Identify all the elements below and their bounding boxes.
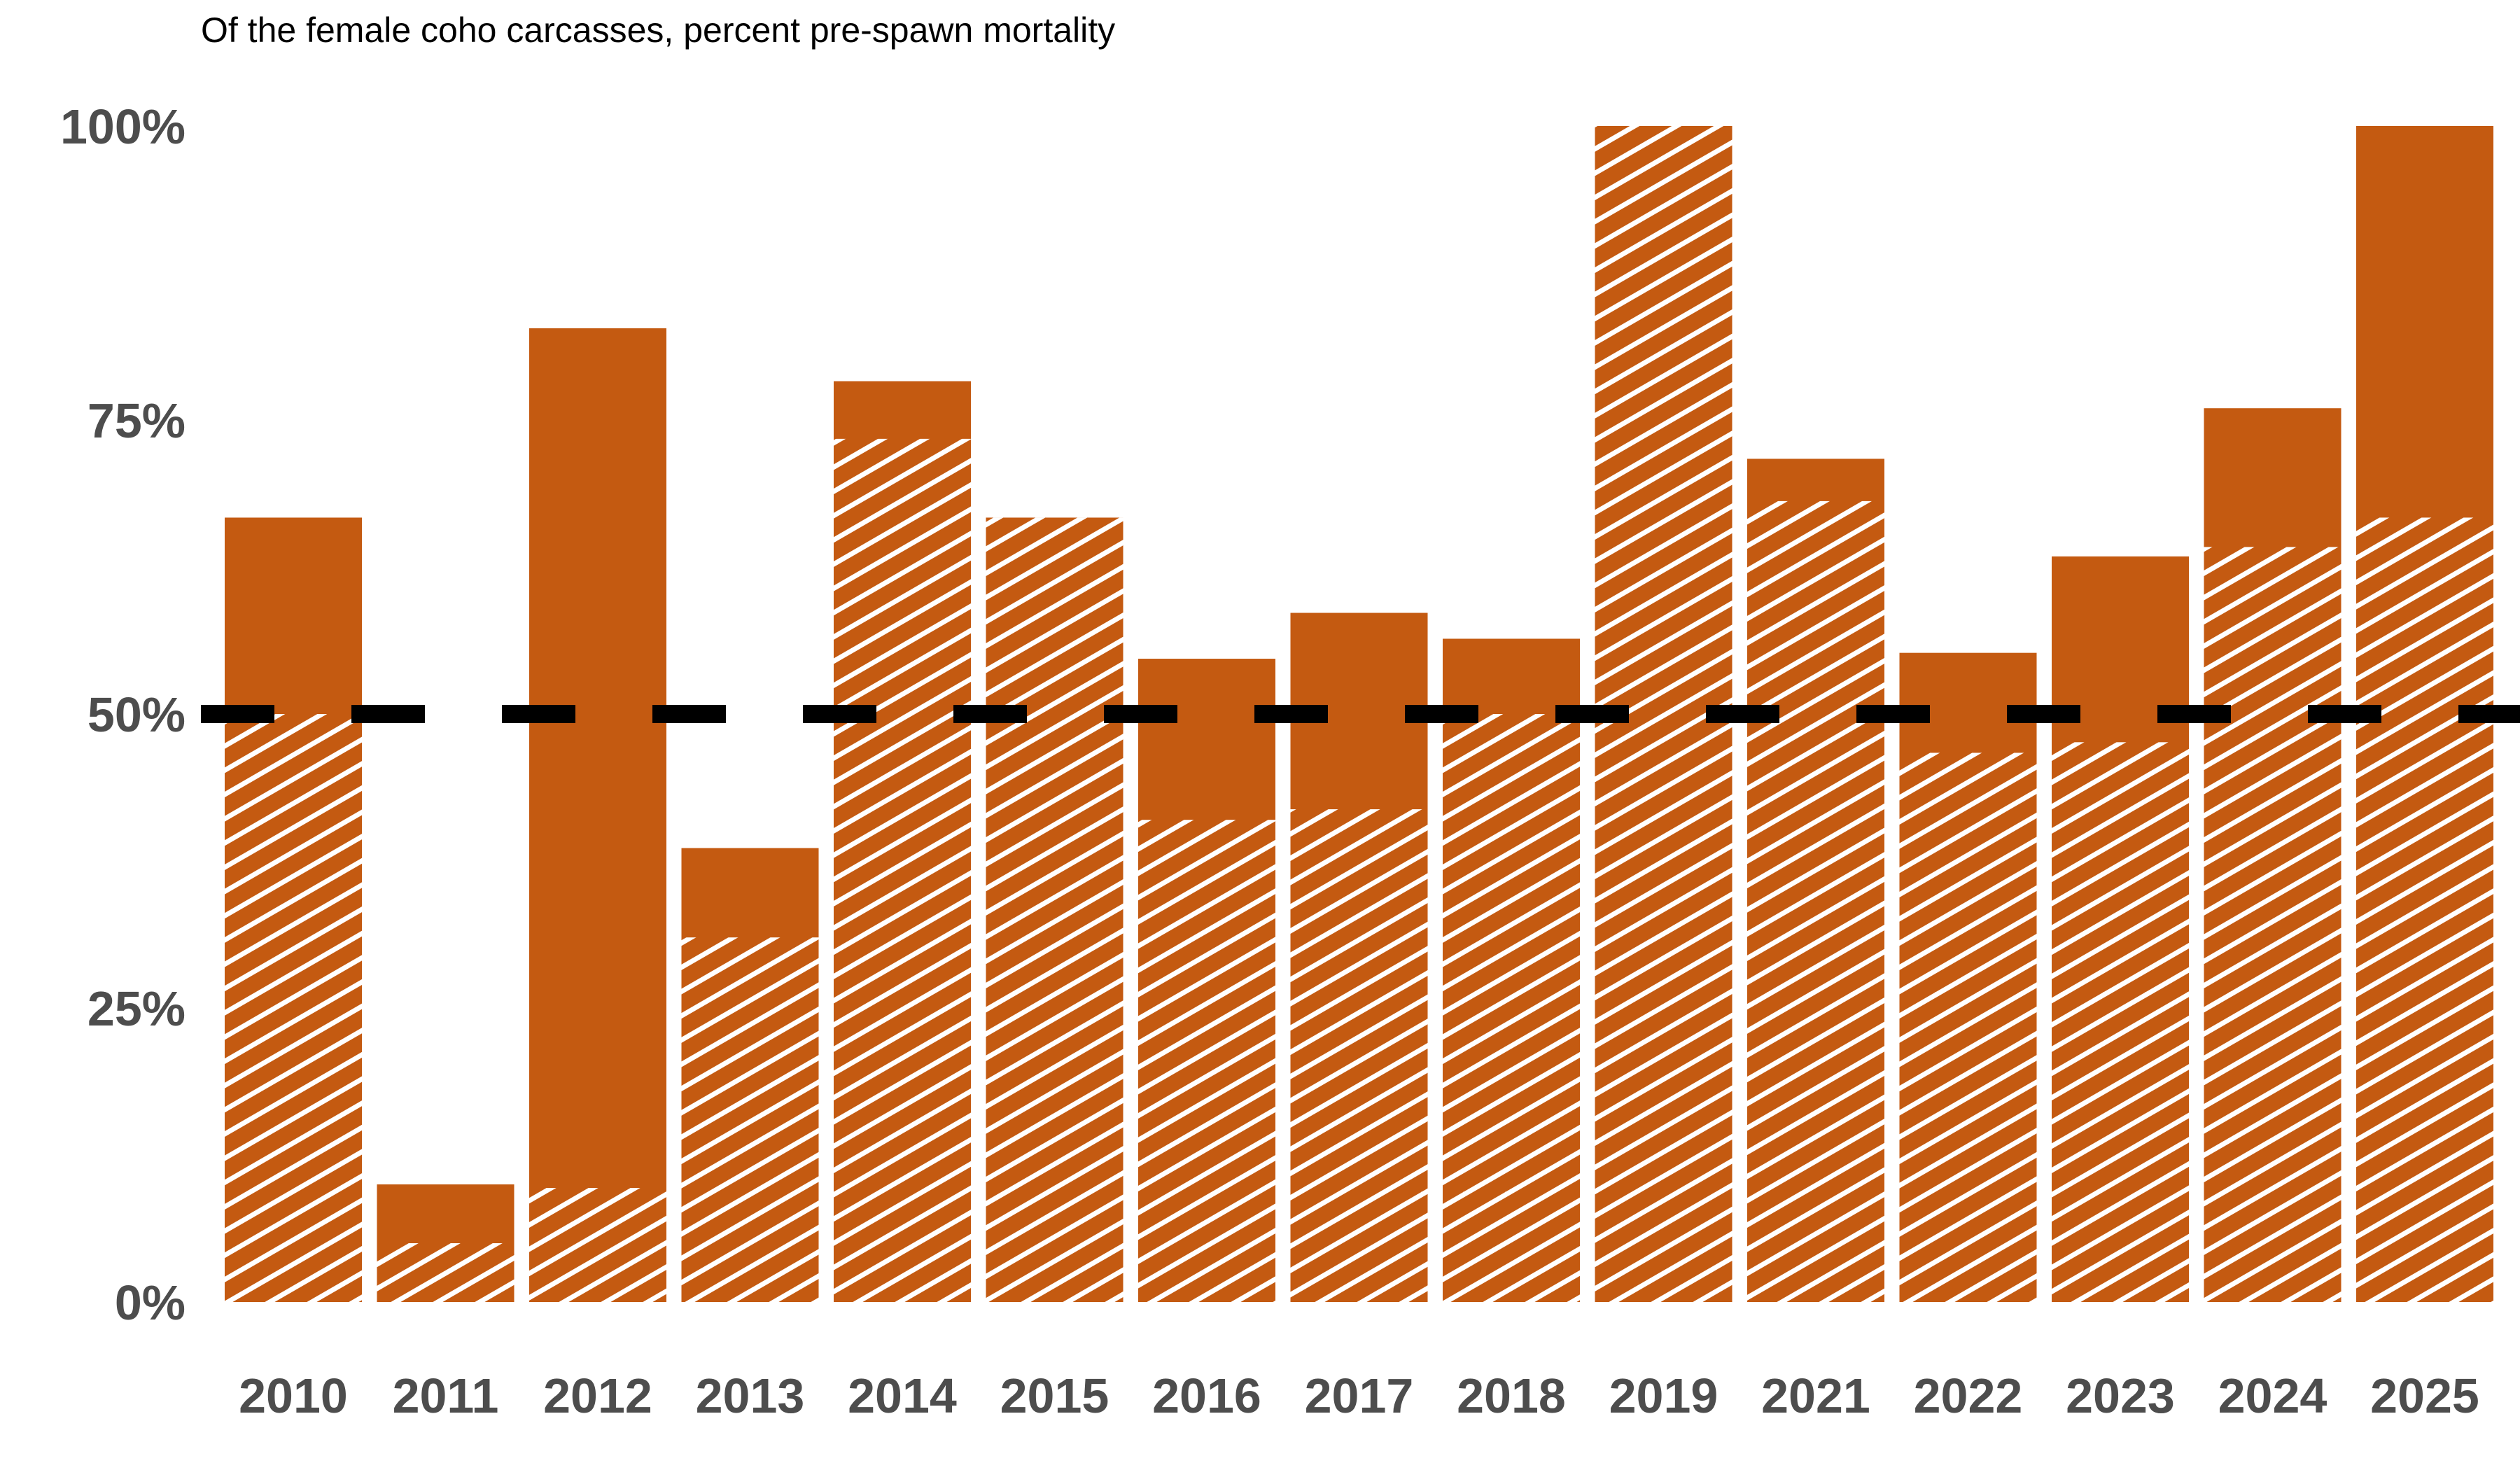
x-tick-label: 2016 bbox=[1152, 1368, 1261, 1423]
bar-group-2015 bbox=[986, 517, 1124, 1303]
bar-hatched-2011 bbox=[377, 1243, 514, 1302]
bar-hatched-2010 bbox=[225, 714, 362, 1302]
x-tick-label: 2017 bbox=[1305, 1368, 1414, 1423]
bar-group-2018 bbox=[1443, 638, 1580, 1302]
bar-group-2010 bbox=[225, 517, 362, 1303]
x-tick-label: 2019 bbox=[1609, 1368, 1718, 1423]
bar-hatched-2024 bbox=[2204, 547, 2342, 1303]
x-tick-label: 2022 bbox=[1914, 1368, 2023, 1423]
y-tick-label: 0% bbox=[115, 1275, 186, 1330]
x-tick-label: 2014 bbox=[848, 1368, 957, 1423]
bar-group-2014 bbox=[834, 381, 971, 1302]
y-tick-label: 25% bbox=[88, 981, 186, 1036]
x-tick-label: 2021 bbox=[1761, 1368, 1870, 1423]
y-tick-label: 100% bbox=[60, 99, 186, 154]
bar-group-2011 bbox=[377, 1184, 514, 1302]
bar-hatched-2018 bbox=[1443, 714, 1580, 1302]
bar-group-2013 bbox=[681, 848, 819, 1302]
bar-hatched-2023 bbox=[2052, 742, 2189, 1302]
bar-group-2023 bbox=[2052, 556, 2189, 1302]
bar-hatched-2017 bbox=[1290, 809, 1428, 1302]
x-tick-label: 2010 bbox=[239, 1368, 348, 1423]
x-tick-label: 2013 bbox=[696, 1368, 805, 1423]
x-tick-label: 2015 bbox=[1000, 1368, 1110, 1423]
bar-group-2012 bbox=[529, 328, 666, 1303]
x-tick-label: 2023 bbox=[2066, 1368, 2175, 1423]
x-tick-label: 2018 bbox=[1457, 1368, 1566, 1423]
x-tick-label: 2012 bbox=[543, 1368, 652, 1423]
bar-group-2022 bbox=[1899, 652, 2037, 1302]
bar-hatched-2021 bbox=[1747, 500, 1884, 1303]
bar-hatched-2013 bbox=[681, 937, 819, 1302]
x-tick-label: 2011 bbox=[393, 1368, 499, 1423]
bar-group-2021 bbox=[1747, 458, 1884, 1303]
bar-hatched-2015 bbox=[986, 517, 1124, 1303]
bar-group-2016 bbox=[1138, 659, 1275, 1302]
y-tick-label: 50% bbox=[88, 687, 186, 742]
bar-hatched-2025 bbox=[2356, 517, 2493, 1303]
bar-hatched-2014 bbox=[834, 438, 971, 1302]
bar-hatched-2022 bbox=[1899, 752, 2037, 1302]
x-tick-label: 2024 bbox=[2218, 1368, 2328, 1423]
bar-hatched-2016 bbox=[1138, 820, 1275, 1302]
bar-hatched-2012 bbox=[529, 1188, 666, 1302]
chart-title: Of the female coho carcasses, percent pr… bbox=[201, 10, 1115, 50]
bar-group-2017 bbox=[1290, 612, 1428, 1302]
bar-total-2012 bbox=[529, 328, 666, 1303]
y-tick-label: 75% bbox=[88, 393, 186, 448]
x-tick-label: 2025 bbox=[2370, 1368, 2479, 1423]
bar-group-2024 bbox=[2204, 408, 2342, 1303]
